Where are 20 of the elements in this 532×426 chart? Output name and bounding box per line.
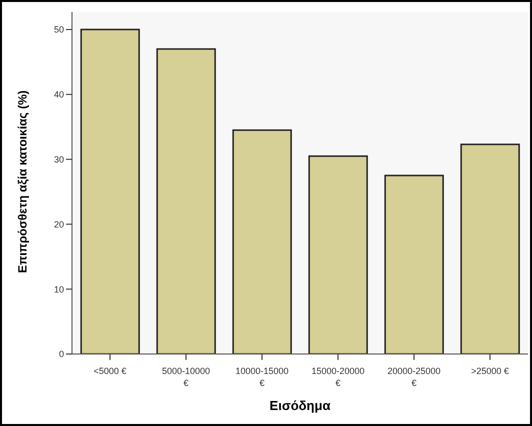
x-tick-label: <5000 € bbox=[94, 366, 126, 376]
x-tick-label: 10000-15000 € bbox=[235, 366, 289, 388]
bar bbox=[308, 155, 368, 354]
x-tick-label: 20000-25000 € bbox=[387, 366, 441, 388]
y-tick-label: 10 bbox=[54, 284, 64, 294]
bar bbox=[384, 174, 444, 354]
y-tick-label: 0 bbox=[58, 349, 64, 360]
x-tick-label: 5000-10000 € bbox=[162, 366, 210, 388]
y-tick-label: 20 bbox=[54, 219, 64, 230]
bar bbox=[156, 48, 216, 354]
bar bbox=[232, 129, 292, 354]
x-tick-label: >25000 € bbox=[471, 366, 509, 376]
y-tick-label: 30 bbox=[54, 154, 64, 165]
bar bbox=[80, 28, 140, 354]
bar bbox=[460, 144, 520, 354]
x-axis-title: Εισόδημα bbox=[270, 398, 330, 413]
y-tick-label: 50 bbox=[54, 24, 64, 35]
x-tick-label: 15000-20000 € bbox=[311, 366, 365, 388]
y-tick-label: 40 bbox=[54, 90, 64, 100]
y-axis-title: Επιπρόσθετη αξία κατοικίας (%) bbox=[15, 90, 30, 273]
